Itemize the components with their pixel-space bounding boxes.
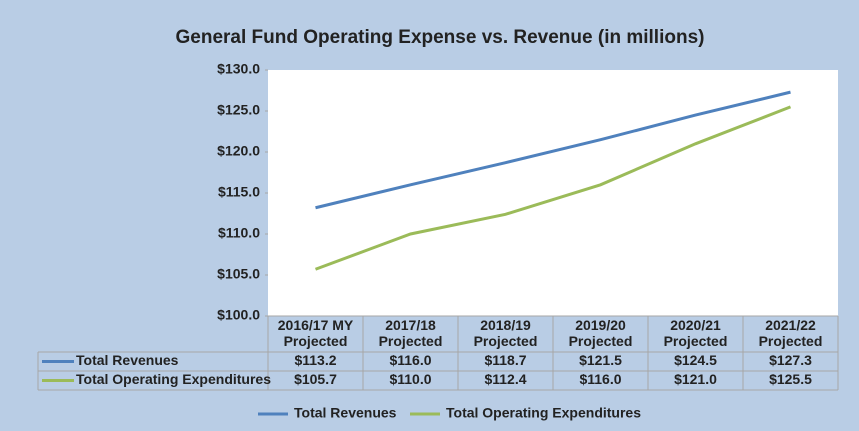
chart-title: General Fund Operating Expense vs. Reven… (176, 27, 705, 48)
y-tick-label: $125.0 (217, 102, 260, 118)
y-tick-label: $100.0 (217, 307, 260, 323)
table-row-label: Total Revenues (76, 352, 179, 368)
table-value: $112.4 (484, 371, 526, 387)
y-tick-label: $110.0 (218, 225, 260, 241)
y-tick-label: $105.0 (217, 266, 260, 282)
x-tick-label: 2021/22 Projected (759, 317, 823, 349)
x-tick-label: 2019/20 Projected (569, 317, 633, 349)
table-value: $127.3 (769, 352, 812, 368)
table-value: $116.0 (579, 371, 621, 387)
y-tick-label: $115.0 (218, 184, 260, 200)
y-tick-label: $130.0 (217, 61, 260, 77)
table-value: $125.5 (769, 371, 812, 387)
table-value: $113.2 (294, 352, 336, 368)
table-value: $116.0 (389, 352, 431, 368)
table-value: $121.0 (674, 371, 717, 387)
x-tick-label: 2017/18 Projected (379, 317, 443, 349)
x-tick-label: 2020/21 Projected (664, 317, 728, 349)
table-value: $110.0 (389, 371, 431, 387)
plot-area (268, 70, 838, 316)
table-value: $124.5 (674, 352, 717, 368)
y-tick-label: $120.0 (217, 143, 260, 159)
legend-label: Total Revenues (294, 405, 397, 421)
line-series (315, 90, 791, 210)
table-value: $121.5 (579, 352, 622, 368)
table-row-label: Total Operating Expenditures (76, 371, 271, 387)
table-value: $105.7 (294, 371, 337, 387)
table-value: $118.7 (484, 352, 526, 368)
line-series (314, 105, 792, 271)
x-tick-label: 2016/17 MY Projected (278, 317, 354, 349)
x-tick-label: 2018/19 Projected (474, 317, 538, 349)
legend-label: Total Operating Expenditures (446, 405, 641, 421)
